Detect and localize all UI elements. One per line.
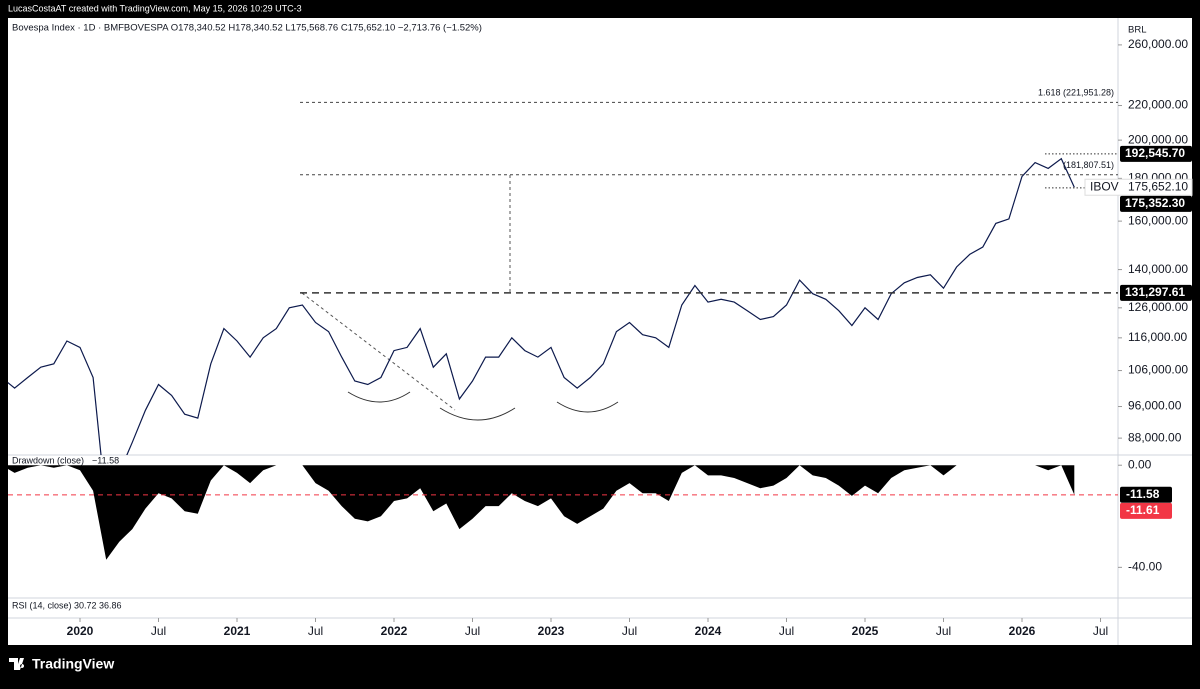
drawdown-title: Drawdown (close) <box>12 455 84 465</box>
x-tick-label: 2026 <box>1009 624 1036 638</box>
y-tick-label: 96,000.00 <box>1128 399 1182 413</box>
x-tick-label: 2020 <box>67 624 94 638</box>
x-tick-label: Jul <box>151 624 166 638</box>
pattern-arc <box>439 407 516 421</box>
price-line <box>8 157 1075 455</box>
y-tick-label: 0.00 <box>1128 457 1152 471</box>
level-box <box>1120 145 1192 162</box>
price-pane <box>8 157 1075 455</box>
level-box <box>1120 486 1172 503</box>
logo-mark <box>9 658 25 670</box>
level-box-label: -11.58 <box>1126 487 1160 501</box>
pattern-arc <box>347 391 411 403</box>
y-tick-label: 200,000.00 <box>1128 132 1188 146</box>
x-tick-label: 2022 <box>381 624 408 638</box>
trend-line <box>301 292 456 411</box>
y-tick-label: 126,000.00 <box>1128 300 1188 314</box>
x-tick-label: 2025 <box>852 624 879 638</box>
level-label: 1.618 (221,951.28) <box>1038 88 1114 98</box>
x-tick-label: Jul <box>1093 624 1108 638</box>
level-box-label: 175,352.30 <box>1125 196 1185 210</box>
y-tick-label: 140,000.00 <box>1128 262 1188 276</box>
logo: TradingView <box>9 656 114 672</box>
y-tick-label: 260,000.00 <box>1128 37 1188 51</box>
y-tick-label: 220,000.00 <box>1128 98 1188 112</box>
x-tick-label: Jul <box>465 624 480 638</box>
level-label: (181,807.51) <box>1063 160 1114 170</box>
level-box-label: 131,297.61 <box>1125 285 1185 299</box>
level-box <box>1120 195 1192 212</box>
level-box-label: 192,545.70 <box>1125 146 1185 160</box>
x-tick-label: 2023 <box>538 624 565 638</box>
x-tick-label: 2021 <box>224 624 251 638</box>
rsi-title: RSI (14, close) 30.72 36.86 <box>12 600 122 610</box>
x-tick-label: 2024 <box>695 624 722 638</box>
level-box <box>1120 502 1172 519</box>
drawdown-value: −11.58 <box>92 455 119 465</box>
x-tick-label: Jul <box>308 624 323 638</box>
y-tick-label: 88,000.00 <box>1128 430 1182 444</box>
x-tick-label: Jul <box>779 624 794 638</box>
header: LucasCostaAT created with TradingView.co… <box>8 3 302 13</box>
series-name: IBOV <box>1090 179 1119 193</box>
x-tick-label: Jul <box>936 624 951 638</box>
level-box-label: -11.61 <box>1126 503 1160 517</box>
x-tick-label: Jul <box>622 624 637 638</box>
pattern-arc <box>556 401 619 413</box>
y-tick-label: 160,000.00 <box>1128 213 1188 227</box>
last-price-label: 175,652.10 <box>1128 179 1188 193</box>
chart-title: Bovespa Index · 1D · BMFBOVESPA O178,340… <box>12 23 482 34</box>
last-price-box <box>1084 178 1193 196</box>
y-tick-label: -40.00 <box>1128 560 1162 574</box>
footer: TradingView <box>32 656 114 672</box>
currency: BRL <box>1128 25 1146 36</box>
y-tick-label: 106,000.00 <box>1128 363 1188 377</box>
y-tick-label: 116,000.00 <box>1128 330 1187 344</box>
chart-area <box>8 18 1192 645</box>
drawdown-area <box>8 465 1075 560</box>
level-box <box>1120 284 1192 301</box>
drawdown-pane <box>8 465 1075 560</box>
